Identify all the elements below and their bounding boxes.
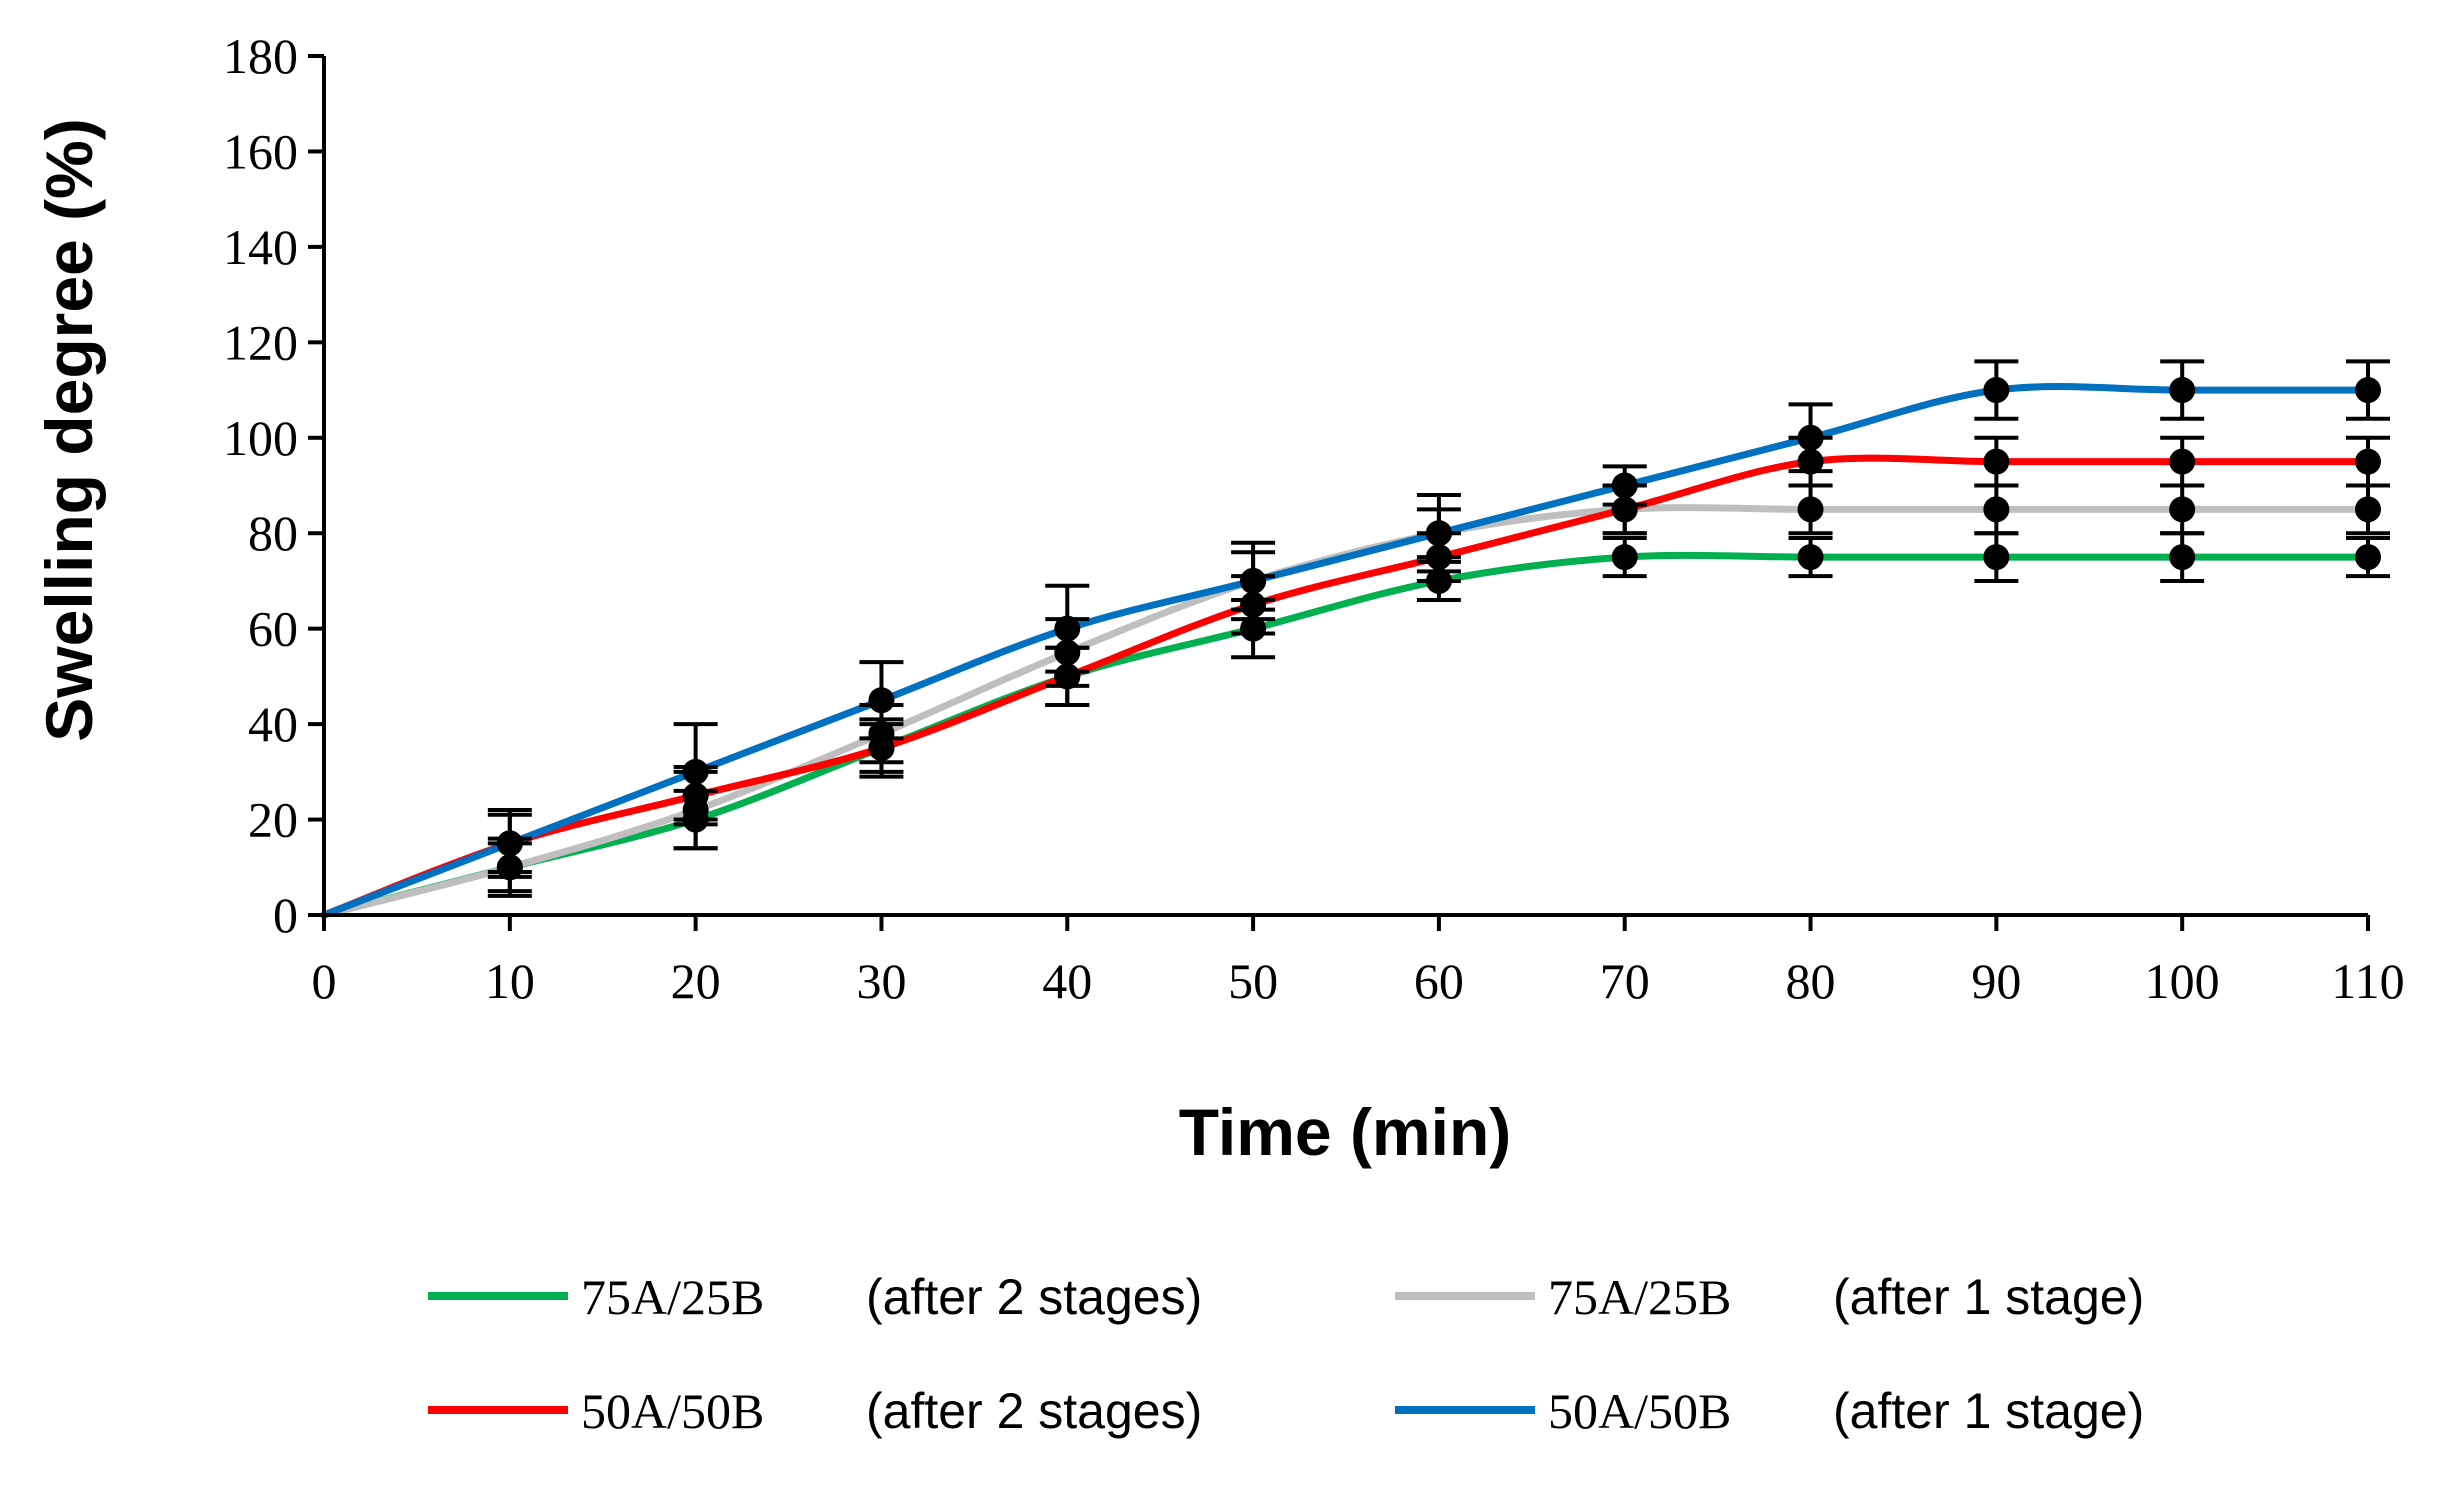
legend-series-note: (after 1 stage) [1833, 1269, 2144, 1325]
series-line-4 [320, 383, 2372, 919]
x-tick-label: 100 [2145, 953, 2220, 1009]
data-point-s4 [868, 687, 895, 714]
x-tick-label: 20 [671, 953, 721, 1009]
x-tick-label: 40 [1042, 953, 1092, 1009]
legend-entry-4: 50A/50B (after 1 stage) [1395, 1383, 2144, 1439]
x-axis-title: Time (min) [1179, 1095, 1511, 1169]
data-point-s4 [2355, 377, 2381, 404]
data-point-s2 [1797, 496, 1824, 523]
x-tick-label: 30 [856, 953, 906, 1009]
data-point-s1 [1983, 544, 2010, 571]
data-point-s2 [1983, 496, 2010, 523]
series-line-2 [320, 504, 2372, 919]
data-point-s3 [2169, 448, 2196, 475]
y-axis-title: Swelling degree (%) [32, 118, 106, 741]
x-tick-label: 50 [1228, 953, 1278, 1009]
legend-series-label: 50A/50B [581, 1383, 764, 1439]
y-tick-label: 80 [248, 505, 298, 561]
axes-layer [308, 54, 2370, 931]
x-tick-label: 90 [1971, 953, 2021, 1009]
tick-label-layer: 0 20 40 60 80 100 120 140 160 180 0 10 20 30 40 50 60 70 8… [223, 28, 2405, 1009]
data-point-s1 [1797, 544, 1824, 571]
series-line-1 [320, 551, 2372, 919]
data-point-s3 [868, 734, 895, 761]
series-layer [320, 383, 2372, 919]
y-tick-label: 60 [248, 601, 298, 657]
legend-series-note: (after 2 stages) [866, 1383, 1202, 1439]
y-tick-label: 40 [248, 696, 298, 752]
data-point-s4 [682, 758, 709, 785]
y-tick-label: 0 [273, 887, 298, 943]
y-tick-label: 120 [223, 314, 298, 370]
data-point-s4 [1425, 520, 1452, 547]
data-point-s4 [1797, 424, 1824, 451]
legend-series-note: (after 1 stage) [1833, 1383, 2144, 1439]
y-tick-label: 140 [223, 219, 298, 275]
y-tick-label: 180 [223, 28, 298, 84]
data-point-s3 [2355, 448, 2381, 475]
y-tick-label: 100 [223, 410, 298, 466]
data-point-s2 [2169, 496, 2196, 523]
legend-entry-1: 75A/25B (after 2 stages) [428, 1269, 1202, 1325]
x-tick-label: 80 [1786, 953, 1836, 1009]
data-point-s4 [1611, 472, 1638, 499]
data-point-s4 [1054, 615, 1081, 642]
data-point-s4 [1983, 377, 2010, 404]
x-tick-label: 110 [2331, 953, 2404, 1009]
x-tick-label: 70 [1600, 953, 1650, 1009]
data-point-s4 [2169, 377, 2196, 404]
y-tick-label: 160 [223, 123, 298, 179]
legend-series-label: 50A/50B [1548, 1383, 1731, 1439]
data-point-s1 [2355, 544, 2381, 571]
legend-series-label: 75A/25B [581, 1269, 764, 1325]
data-point-s4 [496, 830, 523, 857]
data-point-s4 [1240, 567, 1267, 594]
data-point-s3 [1983, 448, 2010, 475]
legend-series-label: 75A/25B [1548, 1269, 1731, 1325]
legend-entry-2: 75A/25B (after 1 stage) [1395, 1269, 2144, 1325]
legend-series-note: (after 2 stages) [866, 1269, 1202, 1325]
legend-entry-3: 50A/50B (after 2 stages) [428, 1383, 1202, 1439]
legend: 75A/25B (after 2 stages) 75A/25B (after 1 s… [428, 1269, 2144, 1439]
data-point-s1 [2169, 544, 2196, 571]
series-line-3 [320, 454, 2372, 919]
data-point-s1 [1611, 544, 1638, 571]
data-point-s2 [2355, 496, 2381, 523]
marker-layer [487, 359, 2390, 898]
x-tick-label: 60 [1414, 953, 1464, 1009]
x-tick-label: 10 [485, 953, 535, 1009]
x-tick-label: 0 [312, 953, 337, 1009]
y-tick-label: 20 [248, 792, 298, 848]
